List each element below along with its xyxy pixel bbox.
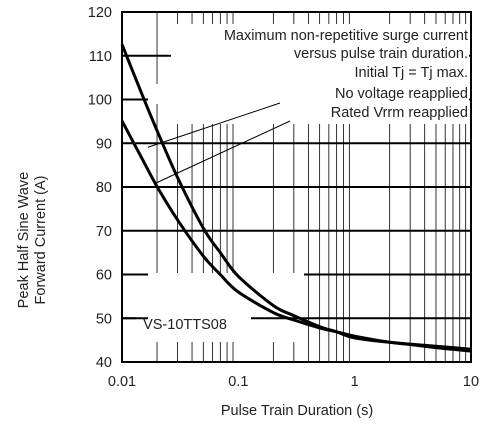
- plot-area: [121, 11, 472, 363]
- annotation-line-2: versus pulse train duration.: [294, 46, 468, 62]
- x-axis-label: Pulse Train Duration (s): [221, 403, 373, 419]
- leader-line-rated-vrrm: [155, 120, 291, 184]
- part-number-label: VS-10TTS08: [143, 317, 227, 333]
- x-tick-label: 0.01: [108, 374, 136, 390]
- x-tick-label: 0.1: [228, 374, 248, 390]
- annotation-line-4: No voltage reapplied: [335, 86, 468, 102]
- y-axis-label-line-2: Forward Current (A): [33, 176, 49, 305]
- annotation-line-3: Initial Tj = Tj max.: [355, 65, 469, 81]
- annotation-block: Maximum non-repetitive surge current ver…: [224, 28, 468, 121]
- leader-line-no-voltage: [147, 102, 281, 148]
- y-tick-label: 60: [96, 268, 112, 284]
- y-tick-label: 120: [88, 5, 112, 21]
- y-tick-label: 80: [96, 180, 112, 196]
- curves: [120, 43, 472, 353]
- series-line-2: [120, 120, 472, 353]
- annotation-background: [148, 84, 218, 104]
- y-tick-label: 110: [89, 49, 112, 65]
- y-tick-label: 90: [96, 136, 112, 152]
- annotation-leaders: [147, 102, 291, 184]
- annotation-background: [171, 24, 469, 124]
- y-tick-label: 50: [96, 311, 112, 327]
- y-tick-label: 40: [96, 355, 112, 371]
- y-axis-label-line-1: Peak Half Sine Wave: [16, 172, 32, 308]
- label-boxes: [122, 24, 469, 342]
- x-tick-label: 10: [463, 374, 479, 390]
- y-tick-label: 70: [96, 224, 112, 240]
- annotation-line-1: Maximum non-repetitive surge current: [224, 28, 468, 44]
- y-tick-label: 100: [88, 93, 112, 109]
- annotation-line-5: Rated Vrrm reapplied: [331, 105, 468, 121]
- x-tick-label: 1: [351, 374, 359, 390]
